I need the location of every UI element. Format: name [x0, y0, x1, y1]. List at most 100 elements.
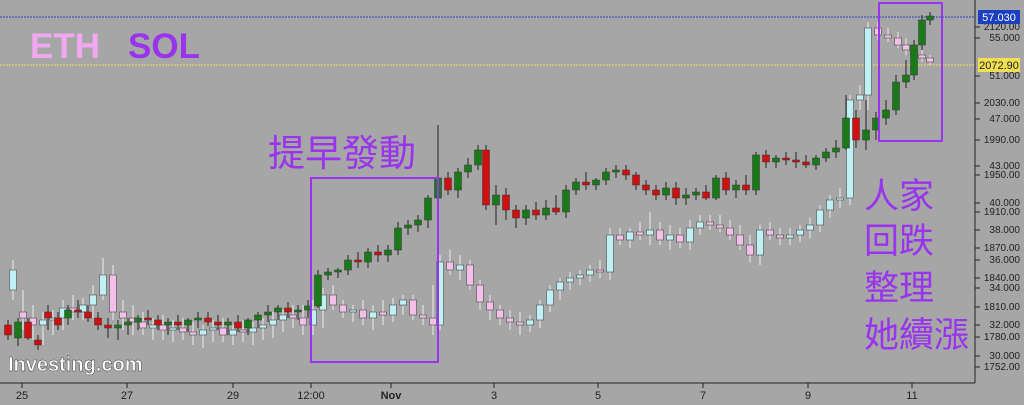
eth-candle-91 — [910, 40, 918, 80]
eth-body — [274, 307, 282, 313]
sol-body — [409, 299, 417, 316]
y-tick-label-sol: 36.000 — [989, 255, 1020, 266]
eth-candle-29 — [294, 305, 302, 320]
sol-body — [249, 327, 257, 333]
sol-body — [616, 234, 624, 241]
eth-body — [34, 339, 42, 346]
sol-body — [329, 294, 337, 306]
eth-candle-8 — [84, 305, 92, 322]
eth-candle-36 — [364, 248, 372, 268]
eth-candle-11 — [114, 320, 122, 340]
sol-body — [446, 261, 454, 271]
sol-candle-8 — [89, 285, 97, 318]
sol-candle-83 — [836, 188, 844, 208]
eth-candle-12 — [124, 318, 132, 335]
eth-candle-42 — [424, 195, 432, 228]
x-tick-label: 27 — [121, 390, 133, 402]
eth-body — [384, 249, 392, 256]
eth-body — [54, 317, 62, 326]
y-tick-label-sol: 43.000 — [989, 161, 1020, 172]
sol-candle-14 — [149, 318, 157, 340]
sol-body — [864, 27, 872, 96]
sol-candle-78 — [786, 228, 794, 245]
eth-candle-70 — [702, 185, 710, 200]
sol-body — [846, 99, 854, 199]
eth-candle-83 — [832, 140, 840, 158]
sol-candle-72 — [726, 220, 734, 240]
sol-body — [419, 314, 427, 319]
eth-candle-54 — [542, 200, 550, 220]
consolidation-box — [878, 2, 943, 142]
y-tick-label-sol: 40.000 — [989, 198, 1020, 209]
sol-candle-34 — [349, 305, 357, 322]
eth-body — [134, 317, 142, 323]
eth-body — [652, 189, 660, 196]
sol-candle-41 — [419, 305, 427, 325]
eth-body — [910, 44, 918, 76]
eth-candle-89 — [892, 75, 900, 115]
sol-candle-25 — [259, 318, 267, 340]
title-eth: ETH — [30, 27, 100, 66]
sol-candle-66 — [666, 225, 674, 250]
y-tick-label-eth: 1780.00 — [984, 332, 1021, 343]
eth-candle-55 — [552, 195, 560, 215]
eth-candle-71 — [712, 175, 720, 200]
sol-body — [436, 261, 444, 326]
sol-candle-80 — [806, 218, 814, 238]
eth-body — [602, 171, 610, 181]
sol-body — [656, 229, 664, 241]
y-tick-label-eth: 1870.00 — [984, 243, 1021, 254]
sol-candle-9 — [99, 258, 107, 300]
sol-body — [269, 319, 277, 326]
eth-body — [84, 311, 92, 319]
sol-candle-85 — [856, 85, 864, 110]
x-tick-label: 29 — [227, 390, 239, 402]
sol-body — [926, 57, 934, 63]
eth-candle-74 — [742, 175, 750, 195]
eth-body — [822, 151, 830, 159]
eth-body — [454, 171, 462, 191]
eth-candle-77 — [772, 155, 780, 168]
eth-body — [124, 321, 132, 326]
eth-candle-66 — [662, 182, 670, 200]
sol-candle-45 — [456, 255, 464, 280]
eth-body — [144, 317, 152, 321]
sol-body — [429, 317, 437, 326]
eth-body — [926, 15, 934, 21]
sol-body — [349, 309, 357, 313]
sol-candle-1 — [19, 290, 27, 330]
eth-body — [354, 259, 362, 263]
eth-body — [344, 259, 352, 271]
eth-candle-15 — [154, 315, 162, 330]
sol-body — [596, 269, 604, 273]
eth-candle-92 — [918, 15, 926, 50]
sol-body — [259, 324, 267, 329]
x-tick-label: 12:00 — [297, 390, 325, 402]
eth-body — [424, 197, 432, 221]
eth-body — [154, 319, 162, 326]
eth-candle-65 — [652, 185, 660, 200]
eth-body — [622, 169, 630, 176]
price-tag-mid: 2072.90 — [978, 58, 1020, 72]
y-tick-label-eth: 1910.00 — [984, 207, 1021, 218]
sol-body — [816, 209, 824, 226]
eth-candle-78 — [782, 152, 790, 165]
sol-body — [109, 274, 117, 313]
eth-body — [918, 19, 926, 46]
eth-candle-80 — [802, 155, 810, 168]
sol-candle-76 — [766, 222, 774, 240]
eth-body — [752, 154, 760, 191]
y-tick-label-sol: 32.000 — [989, 320, 1020, 331]
eth-body — [512, 209, 520, 219]
sol-body — [676, 234, 684, 243]
eth-candle-31 — [314, 270, 322, 308]
eth-candle-56 — [562, 185, 570, 218]
eth-candle-9 — [94, 312, 102, 330]
sol-body — [279, 314, 287, 321]
sol-candle-3 — [39, 312, 47, 345]
sol-candle-21 — [219, 318, 227, 342]
eth-body — [94, 317, 102, 326]
sol-body — [666, 234, 674, 241]
eth-body — [204, 317, 212, 323]
